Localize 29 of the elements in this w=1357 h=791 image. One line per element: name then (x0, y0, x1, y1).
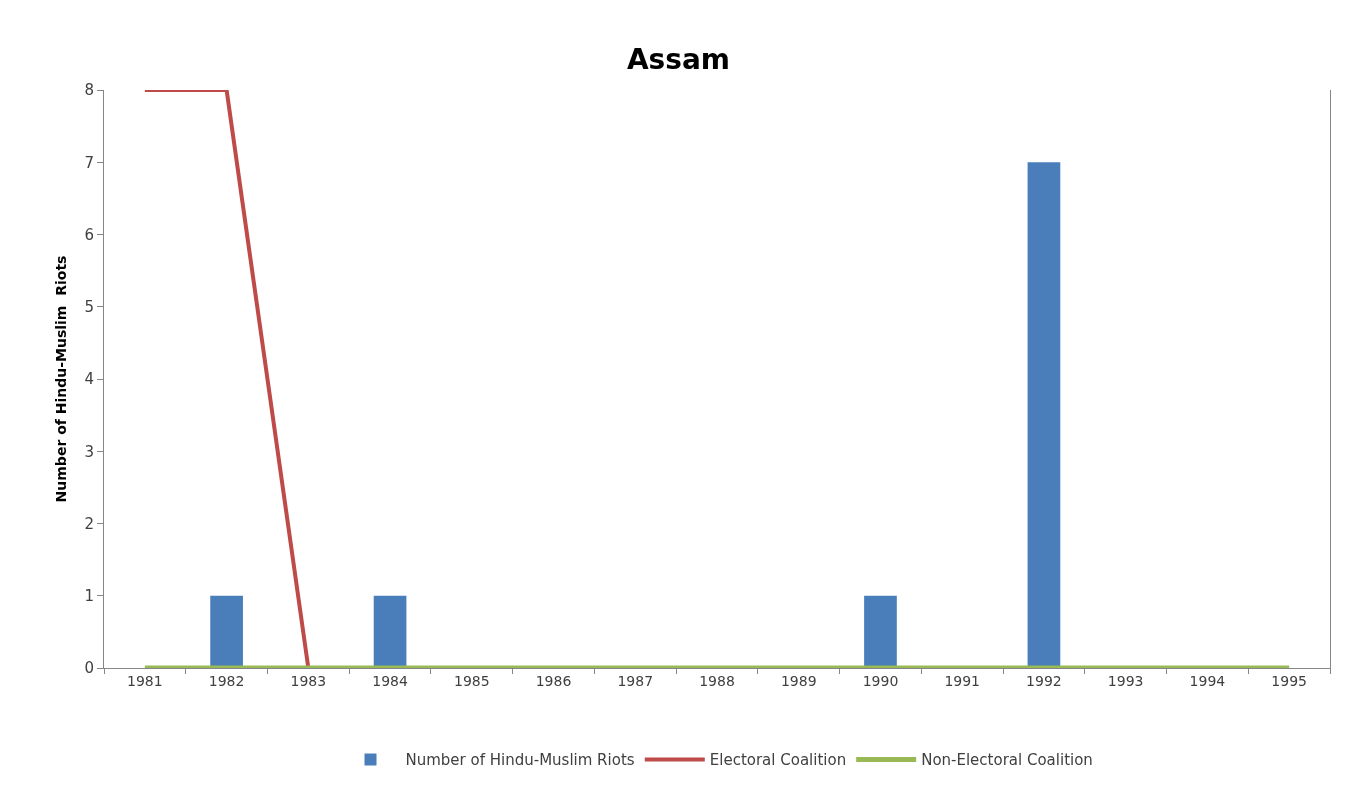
y-tick-label: 2 (84, 514, 94, 533)
x-tick-label: 1991 (944, 672, 981, 689)
y-tick-label: 4 (84, 370, 94, 389)
x-tick-label: 1989 (780, 672, 817, 689)
x-tick-label: 1993 (1107, 672, 1144, 689)
x-tick-label: 1995 (1271, 672, 1307, 689)
y-tick-label: 8 (84, 81, 94, 100)
legend-label: Non-Electoral Coalition (921, 751, 1093, 770)
x-tick-label: 1984 (372, 672, 408, 689)
x-tick-label: 1986 (535, 672, 572, 689)
x-tick-label: 1982 (208, 672, 245, 689)
chart-title: Assam (626, 43, 731, 77)
x-tick-label: 1992 (1026, 672, 1062, 689)
x-tick-label: 1987 (617, 672, 654, 689)
legend-label: Number of Hindu-Muslim Riots (405, 751, 635, 770)
y-axis-title: Number of Hindu-Muslim Riots (53, 255, 70, 503)
y-tick-label: 6 (84, 225, 94, 244)
y-tick-label: 5 (84, 298, 94, 316)
y-tick-label: 3 (84, 442, 94, 461)
x-tick-label: 1994 (1189, 672, 1226, 689)
y-tick-label: 0 (84, 659, 94, 678)
y-tick-label: 7 (84, 153, 94, 172)
x-tick-label: 1983 (290, 672, 327, 689)
x-tick-label: 1981 (127, 672, 163, 689)
legend-label: Electoral Coalition (709, 751, 847, 770)
x-tick-label: 1985 (453, 672, 490, 689)
x-tick-label: 1990 (862, 672, 899, 689)
y-tick-label: 1 (84, 587, 94, 605)
x-tick-label: 1988 (699, 672, 735, 689)
